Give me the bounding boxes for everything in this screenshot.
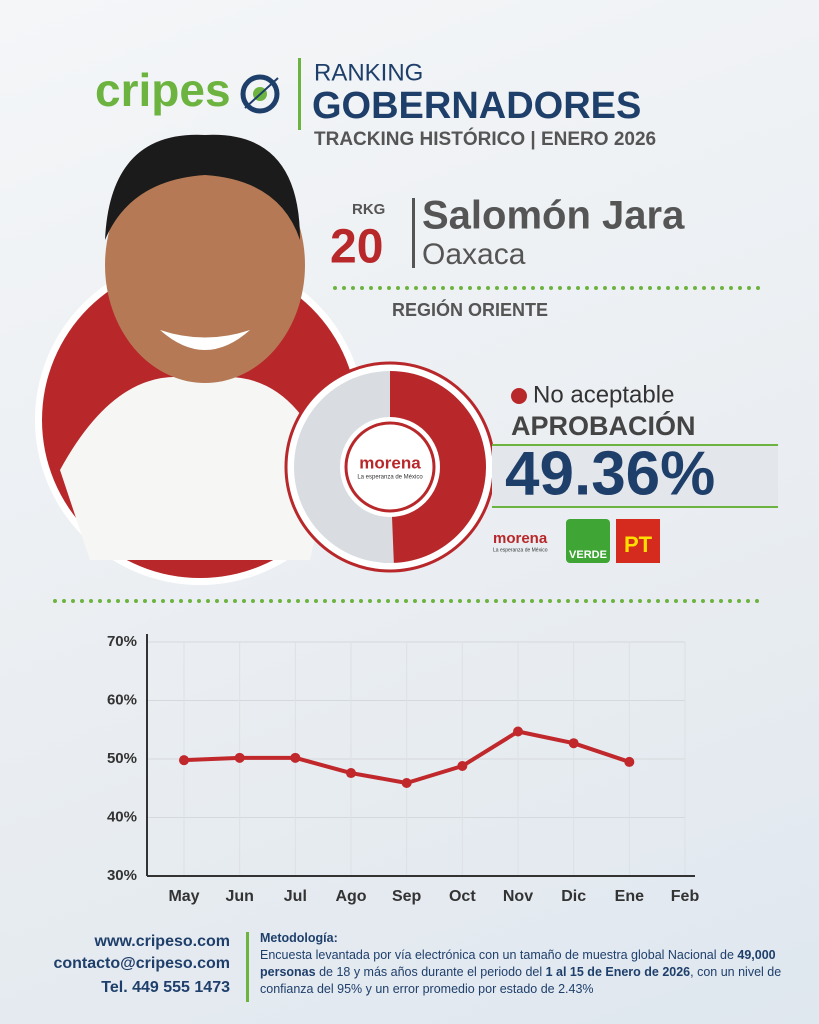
state: Oaxaca	[422, 238, 526, 271]
point	[457, 761, 468, 772]
party-verde	[566, 519, 610, 563]
party-tagline: La esperanza de México	[493, 547, 548, 553]
x-tick-label: May	[168, 888, 199, 905]
party-tagline: La esperanza de México	[357, 475, 423, 481]
point	[290, 752, 301, 763]
line-chart: 30% 40% 50% 60% 70% May Jun Jul Ago Sep Oct Nov Dic E…	[107, 633, 699, 905]
text: , con un nivel de confianza del 95% y un…	[260, 965, 782, 996]
logo: cripes	[95, 64, 231, 116]
status: No aceptable	[533, 381, 674, 408]
text: 49,000 personas	[260, 948, 776, 979]
methodology: Metodología: Encuesta levantada por vía …	[260, 930, 800, 998]
party-badge	[344, 421, 436, 513]
subtitle: TRACKING HISTÓRICO | ENERO 2026	[314, 128, 656, 150]
approval-label: APROBACIÓN	[511, 410, 696, 441]
x-tick-label: Oct	[449, 888, 476, 905]
website: www.cripeso.com	[94, 933, 230, 950]
x-tick-label: Sep	[392, 888, 422, 905]
phone: Tel. 449 555 1473	[101, 979, 230, 996]
point	[179, 755, 189, 766]
y-tick-label: 50%	[107, 750, 137, 767]
x-tick-label: Feb	[671, 888, 700, 905]
party-pt	[616, 519, 660, 563]
point	[513, 726, 523, 737]
logo-target	[240, 74, 280, 114]
point	[624, 756, 635, 767]
status-dot	[511, 388, 527, 404]
party-morena: morena	[493, 530, 548, 547]
divider	[412, 198, 415, 268]
x-tick-label: Dic	[561, 888, 586, 905]
photo	[35, 134, 365, 585]
point	[234, 752, 245, 763]
point	[401, 777, 412, 788]
point	[568, 738, 579, 749]
text: de 18 y más años durante el periodo del	[315, 965, 546, 979]
email: contacto@cripeso.com	[53, 955, 230, 972]
title: GOBERNADORES	[312, 85, 641, 127]
x-tick-label: Jun	[225, 888, 253, 905]
ranking: RANKING	[314, 59, 423, 86]
rank: 20	[330, 221, 383, 274]
x-tick-label: Ene	[615, 888, 644, 905]
party-pt-label: PT	[624, 532, 653, 557]
text: 1 al 15 de Enero de 2026	[545, 965, 691, 979]
x-tick-label: Nov	[503, 888, 533, 905]
y-tick-label: 60%	[107, 691, 137, 708]
approval-box	[492, 445, 778, 507]
name: Salomón Jara	[422, 194, 685, 238]
region: REGIÓN ORIENTE	[392, 299, 548, 320]
divider	[298, 58, 301, 130]
x-tick-label: Ago	[335, 888, 366, 905]
party-verde-label: VERDE	[569, 549, 607, 561]
y-tick-label: 70%	[107, 633, 137, 650]
divider	[246, 932, 249, 1002]
methodology-title: Metodología:	[260, 931, 338, 945]
point	[346, 768, 356, 779]
y-tick-label: 30%	[107, 867, 137, 884]
text: Encuesta levantada por vía electrónica c…	[260, 948, 738, 962]
y-tick-label: 40%	[107, 808, 137, 825]
approval-value: 49.36%	[505, 439, 715, 508]
x-tick-label: Jul	[284, 888, 307, 905]
party-name: morena	[359, 453, 421, 472]
rank-label: RKG	[352, 201, 385, 218]
